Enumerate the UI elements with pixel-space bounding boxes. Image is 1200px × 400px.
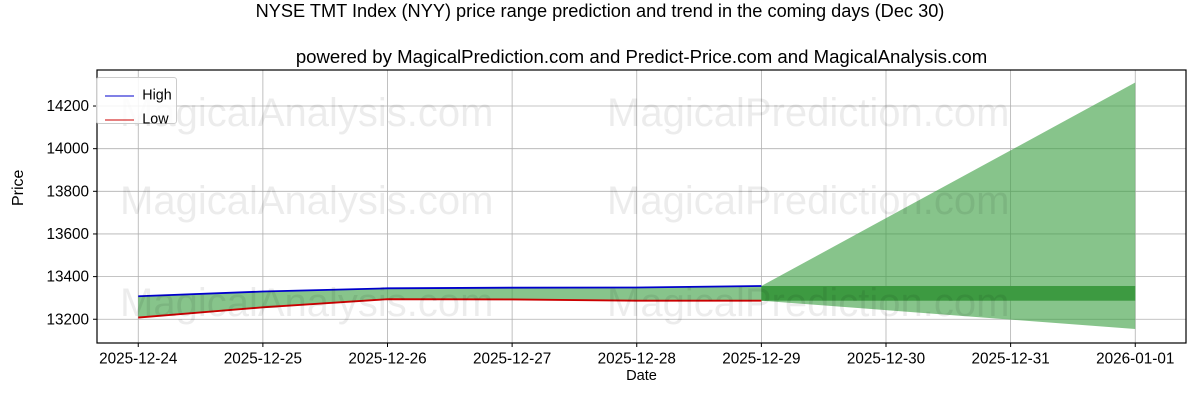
svg-text:13200: 13200 xyxy=(46,311,89,328)
svg-text:2025-12-24: 2025-12-24 xyxy=(99,351,178,368)
svg-text:13800: 13800 xyxy=(46,183,89,200)
svg-text:2025-12-31: 2025-12-31 xyxy=(971,351,1049,368)
svg-text:13400: 13400 xyxy=(46,269,89,286)
svg-text:13600: 13600 xyxy=(46,226,89,243)
svg-text:2025-12-27: 2025-12-27 xyxy=(473,351,551,368)
svg-text:14200: 14200 xyxy=(46,98,89,115)
svg-text:2026-01-01: 2026-01-01 xyxy=(1096,351,1174,368)
svg-text:2025-12-30: 2025-12-30 xyxy=(847,351,925,368)
svg-text:2025-12-29: 2025-12-29 xyxy=(722,351,800,368)
svg-text:2025-12-26: 2025-12-26 xyxy=(348,351,426,368)
svg-text:14000: 14000 xyxy=(46,141,89,158)
svg-text:2025-12-28: 2025-12-28 xyxy=(598,351,676,368)
svg-text:2025-12-25: 2025-12-25 xyxy=(224,351,302,368)
